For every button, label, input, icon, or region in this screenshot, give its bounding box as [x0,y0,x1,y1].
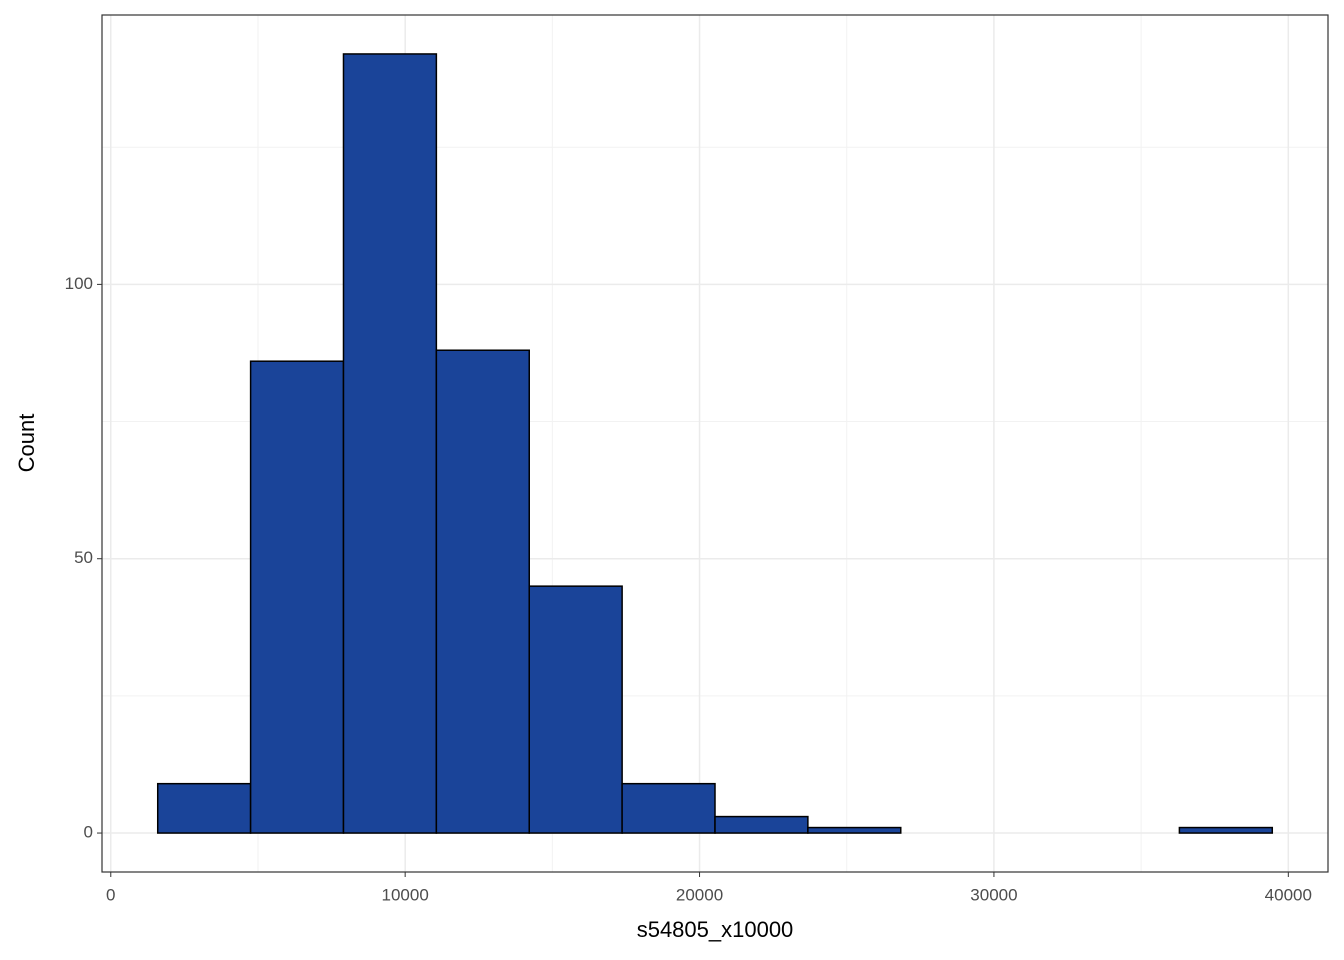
x-tick-label: 40000 [1265,885,1312,904]
bar [621,782,716,834]
y-tick-label: 100 [65,274,93,293]
bar [714,815,809,834]
y-tick-label: 50 [74,548,93,567]
bar [249,360,345,834]
x-tick-label: 10000 [382,885,429,904]
x-tick-label: 20000 [676,885,723,904]
bar [435,349,530,834]
bar [342,53,438,834]
x-tick-label: 30000 [970,885,1017,904]
x-axis-title: s54805_x10000 [637,917,794,942]
bar [528,585,623,834]
bar [156,782,252,834]
y-tick-label: 0 [84,823,93,842]
x-tick-label: 0 [106,885,115,904]
y-axis-title: Count [14,414,39,473]
panel-border [101,14,1329,873]
bar [807,826,902,834]
bar [1178,826,1274,834]
